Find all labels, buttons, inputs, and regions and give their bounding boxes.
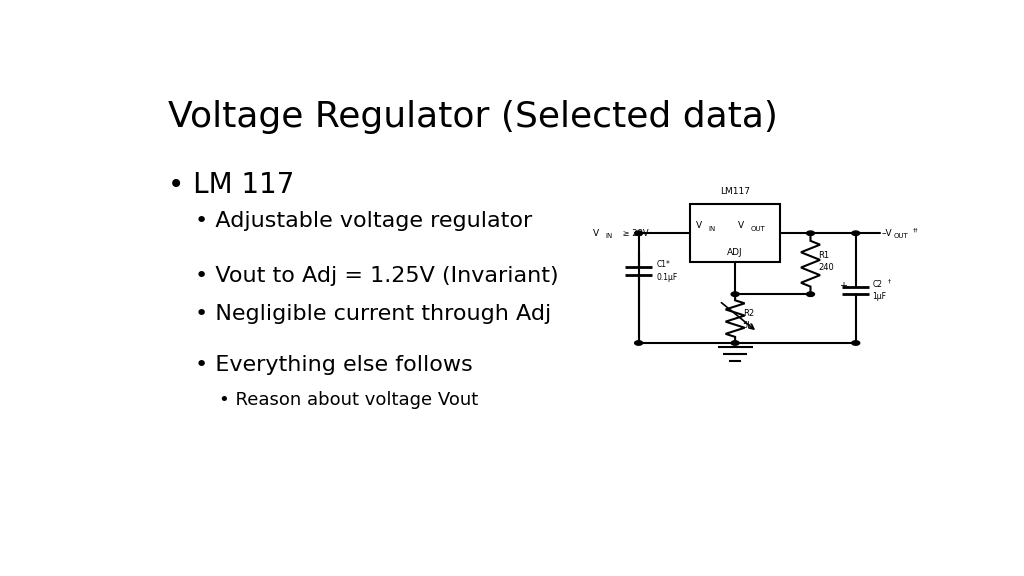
Circle shape: [635, 341, 643, 345]
Text: • Adjustable voltage regulator: • Adjustable voltage regulator: [196, 211, 532, 231]
Text: Voltage Regulator (Selected data): Voltage Regulator (Selected data): [168, 100, 777, 134]
Text: V: V: [593, 229, 599, 238]
Text: • Vout to Adj = 1.25V (Invariant): • Vout to Adj = 1.25V (Invariant): [196, 267, 559, 286]
Text: 240: 240: [818, 263, 834, 272]
Text: OUT: OUT: [751, 226, 766, 232]
Text: C1*: C1*: [656, 260, 671, 270]
Text: • Negligible current through Adj: • Negligible current through Adj: [196, 304, 552, 324]
Circle shape: [807, 292, 814, 297]
Text: V: V: [696, 221, 702, 230]
Circle shape: [635, 231, 643, 236]
Text: ≥ 28V: ≥ 28V: [620, 229, 648, 238]
Text: V: V: [738, 221, 744, 230]
Text: LM117: LM117: [720, 187, 751, 196]
Text: • LM 117: • LM 117: [168, 171, 294, 199]
Text: –V: –V: [882, 229, 892, 238]
Text: IN: IN: [605, 233, 612, 239]
Text: R1: R1: [818, 251, 829, 260]
Text: 1μF: 1μF: [872, 292, 887, 301]
Text: C2: C2: [872, 280, 883, 289]
FancyBboxPatch shape: [690, 204, 780, 263]
Text: • Reason about voltage Vout: • Reason about voltage Vout: [219, 391, 478, 409]
Text: • Everything else follows: • Everything else follows: [196, 355, 473, 375]
Circle shape: [731, 292, 739, 297]
Circle shape: [807, 231, 814, 236]
Circle shape: [852, 341, 860, 345]
Text: +: +: [839, 281, 847, 291]
Text: ††: ††: [913, 228, 919, 233]
Text: 0.1μF: 0.1μF: [656, 272, 678, 282]
Circle shape: [852, 231, 860, 236]
Text: OUT: OUT: [894, 233, 909, 239]
Text: ADJ: ADJ: [727, 248, 743, 257]
Text: R2: R2: [742, 309, 754, 318]
Text: 5k: 5k: [742, 321, 753, 331]
Text: †: †: [888, 279, 891, 284]
Text: IN: IN: [709, 226, 716, 232]
Circle shape: [731, 341, 739, 345]
